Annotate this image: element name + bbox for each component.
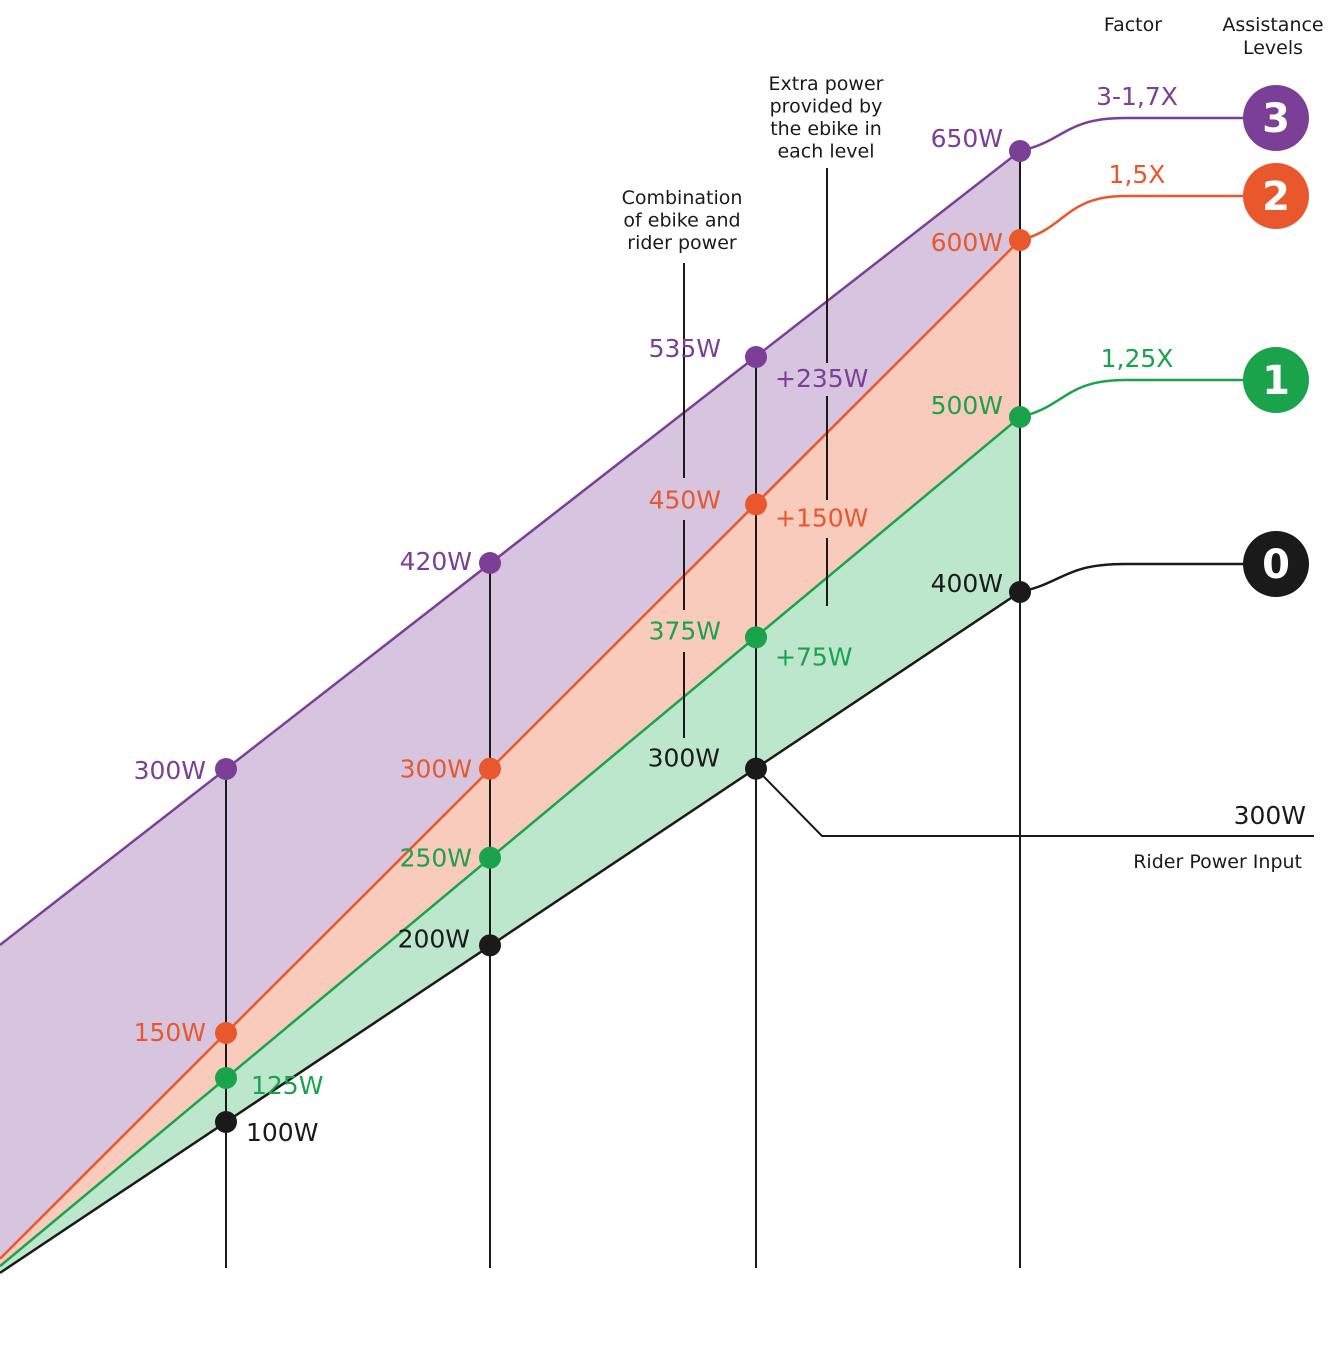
extra-power-note-line: each level [777,141,874,163]
data-point-level-0 [215,1111,237,1133]
data-point-level-0 [479,934,501,957]
value-label-level-3: 650W [931,124,1003,153]
data-point-level-2 [215,1022,237,1044]
data-point-level-3 [215,758,237,780]
value-label-level-1: 125W [251,1071,323,1100]
band-area-level-1 [0,417,1020,1273]
data-point-level-0 [745,757,767,780]
level-badge-number: 2 [1262,174,1290,220]
band-areas [0,151,1020,1273]
value-labels: +75W +150W +235W 100W 200W 300W 400W 125W 250W 37… [134,124,1003,1147]
band-area-level-3 [0,151,1020,1259]
data-point-level-2 [745,493,767,516]
extra-power-note-line: the ebike in [770,118,882,140]
series-line-level-3 [0,150,1021,946]
data-point-level-3 [1009,140,1031,162]
value-label-level-1: 375W [649,616,721,645]
data-point-level-1 [215,1067,237,1089]
rider-power-connector [755,767,1314,837]
value-label-level-3: 535W [649,334,721,363]
data-point-level-2 [1009,229,1031,251]
value-label-level-2: 600W [931,228,1003,257]
series-line-level-2 [0,239,1021,1260]
combination-note-line: rider power [627,232,737,254]
value-label-level-0: 300W [648,744,720,773]
assistance-levels-header: Assistance [1222,14,1323,36]
factor-label-level-1: 1,25X [1101,344,1174,373]
value-label-level-3: 420W [400,547,472,576]
factor-header: Factor [1104,14,1162,36]
value-label-level-0: 200W [398,924,470,953]
series-line-level-1 [0,416,1021,1268]
level-badge-number: 3 [1262,96,1290,142]
series-line-level-0 [0,590,1021,1274]
data-point-level-3 [745,346,767,368]
level-badge-number: 0 [1262,542,1290,588]
value-label-level-0: 400W [931,569,1003,598]
extra-power-label-level-3: +235W [775,364,868,393]
data-point-level-3 [479,552,501,574]
data-point-level-1 [1009,406,1031,428]
rider-power-value: 300W [1234,801,1306,830]
data-points [215,140,1031,1133]
data-point-level-1 [479,846,501,869]
rider-power-label: Rider Power Input [1133,851,1302,873]
series-lines [0,116,1245,1274]
level-connector-2 [1019,194,1245,242]
value-label-level-0: 100W [246,1118,318,1147]
factor-label-level-3: 3-1,7X [1096,82,1178,111]
combination-note-line: Combination [622,187,743,209]
data-point-level-1 [745,626,767,649]
level-connector-1 [1019,378,1245,419]
data-point-level-0 [1009,581,1031,603]
factor-label-level-2: 1,5X [1109,160,1166,189]
level-badge-0 [1243,531,1309,597]
level-badge-3 [1243,85,1309,151]
combination-note-line: of ebike and [623,210,740,232]
level-badge-number: 1 [1262,358,1290,404]
level-badge-2 [1243,163,1309,229]
value-label-level-2: 300W [400,755,472,784]
value-label-level-1: 250W [400,844,472,873]
extra-power-label-level-1: +75W [775,642,852,671]
value-label-level-2: 450W [649,485,721,514]
assistance-levels-header: Levels [1243,37,1303,59]
value-label-level-2: 150W [134,1018,206,1047]
data-point-level-2 [479,757,501,780]
level-connector-0 [1019,562,1245,594]
level-connector-3 [1019,116,1245,153]
level-badge-1 [1243,347,1309,413]
value-label-level-3: 300W [134,756,206,785]
extra-power-note-line: provided by [770,96,883,118]
extra-power-label-level-2: +150W [775,503,868,532]
value-label-level-1: 500W [931,391,1003,420]
band-area-level-2 [0,240,1020,1267]
extra-power-note-line: Extra power [769,73,884,95]
